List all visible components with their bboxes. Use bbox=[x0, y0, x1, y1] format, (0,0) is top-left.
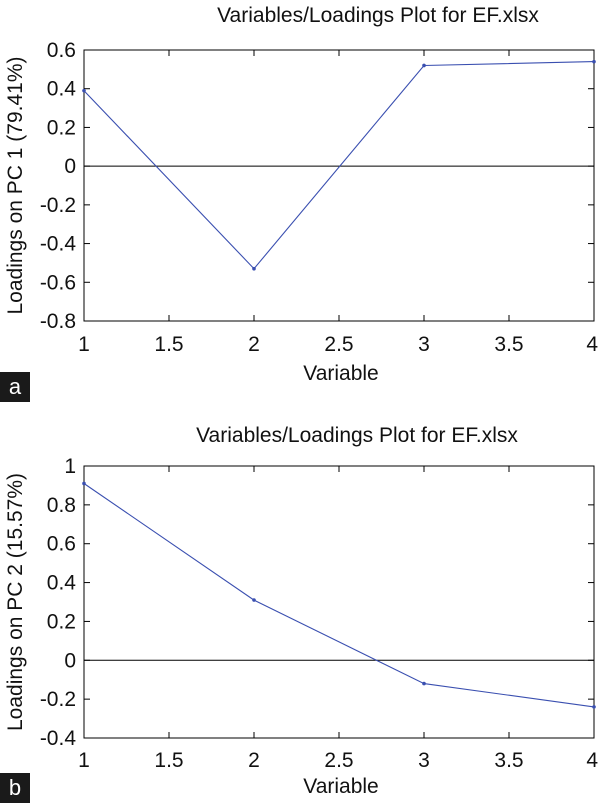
y-tick-label: 0.4 bbox=[47, 572, 77, 595]
x-tick-label: 2.5 bbox=[324, 749, 353, 772]
plot-frame bbox=[83, 465, 595, 739]
y-tick-label: -0.4 bbox=[40, 727, 77, 750]
x-tick-label: 4 bbox=[586, 333, 598, 356]
y-tick-label: 0.2 bbox=[47, 610, 76, 633]
y-tick-label: -0.8 bbox=[40, 310, 76, 333]
panel-tag bbox=[0, 372, 30, 402]
panel-tag-label: a bbox=[9, 374, 22, 399]
x-axis-label: Variable bbox=[303, 362, 379, 385]
y-tick-label: 0 bbox=[64, 155, 76, 178]
data-point bbox=[422, 63, 426, 68]
x-tick-label: 1 bbox=[78, 749, 90, 772]
panel-tag bbox=[0, 773, 30, 803]
y-tick-label: -0.6 bbox=[40, 271, 76, 294]
data-point bbox=[252, 266, 256, 271]
y-tick-label: 1 bbox=[64, 455, 76, 478]
x-tick-label: 1 bbox=[78, 333, 90, 356]
x-tick-label: 4 bbox=[586, 749, 598, 772]
y-tick-label: 0 bbox=[64, 649, 76, 672]
x-tick-label: 3.5 bbox=[494, 333, 523, 356]
y-tick-label: -0.2 bbox=[40, 688, 76, 711]
chart-panel-b: Variables/Loadings Plot for EF.xlsx 1 0.8 0… bbox=[0, 424, 598, 803]
x-axis-label: Variable bbox=[303, 775, 379, 798]
data-point bbox=[592, 59, 596, 64]
x-tick-label: 2.5 bbox=[324, 333, 353, 356]
y-tick-label: -0.2 bbox=[40, 194, 76, 217]
x-tick-label: 3 bbox=[418, 749, 430, 772]
panel-tag-label: b bbox=[9, 775, 21, 800]
y-tick-label: 0.6 bbox=[47, 39, 76, 62]
y-tick-label: 0.8 bbox=[47, 494, 76, 517]
y-axis-label: Loadings on PC 1 (79.41%) bbox=[4, 57, 27, 315]
series-line bbox=[83, 61, 595, 270]
data-point bbox=[252, 598, 256, 602]
chart-panel-a: Variables/Loadings Plot for EF.xlsx 0.6 0.… bbox=[0, 4, 598, 402]
data-point bbox=[82, 481, 86, 486]
y-tick-label: 0.6 bbox=[47, 533, 76, 556]
x-tick-label: 3.5 bbox=[494, 749, 523, 772]
y-axis-label: Loadings on PC 2 (15.57%) bbox=[4, 473, 27, 731]
y-tick-label: 0.4 bbox=[47, 78, 77, 101]
plot-frame bbox=[83, 49, 595, 322]
data-point bbox=[422, 681, 426, 686]
x-tick-label: 2 bbox=[248, 333, 260, 356]
x-tick-label: 2 bbox=[248, 749, 260, 772]
x-tick-label: 1.5 bbox=[154, 333, 183, 356]
chart-title: Variables/Loadings Plot for EF.xlsx bbox=[217, 4, 539, 27]
y-tick-label: -0.4 bbox=[40, 233, 77, 256]
series-line bbox=[83, 483, 595, 708]
data-point bbox=[82, 88, 86, 93]
data-point bbox=[592, 705, 596, 709]
x-tick-label: 3 bbox=[418, 333, 430, 356]
y-tick-label: 0.2 bbox=[47, 116, 76, 139]
x-tick-label: 1.5 bbox=[154, 749, 183, 772]
chart-title: Variables/Loadings Plot for EF.xlsx bbox=[196, 424, 518, 447]
